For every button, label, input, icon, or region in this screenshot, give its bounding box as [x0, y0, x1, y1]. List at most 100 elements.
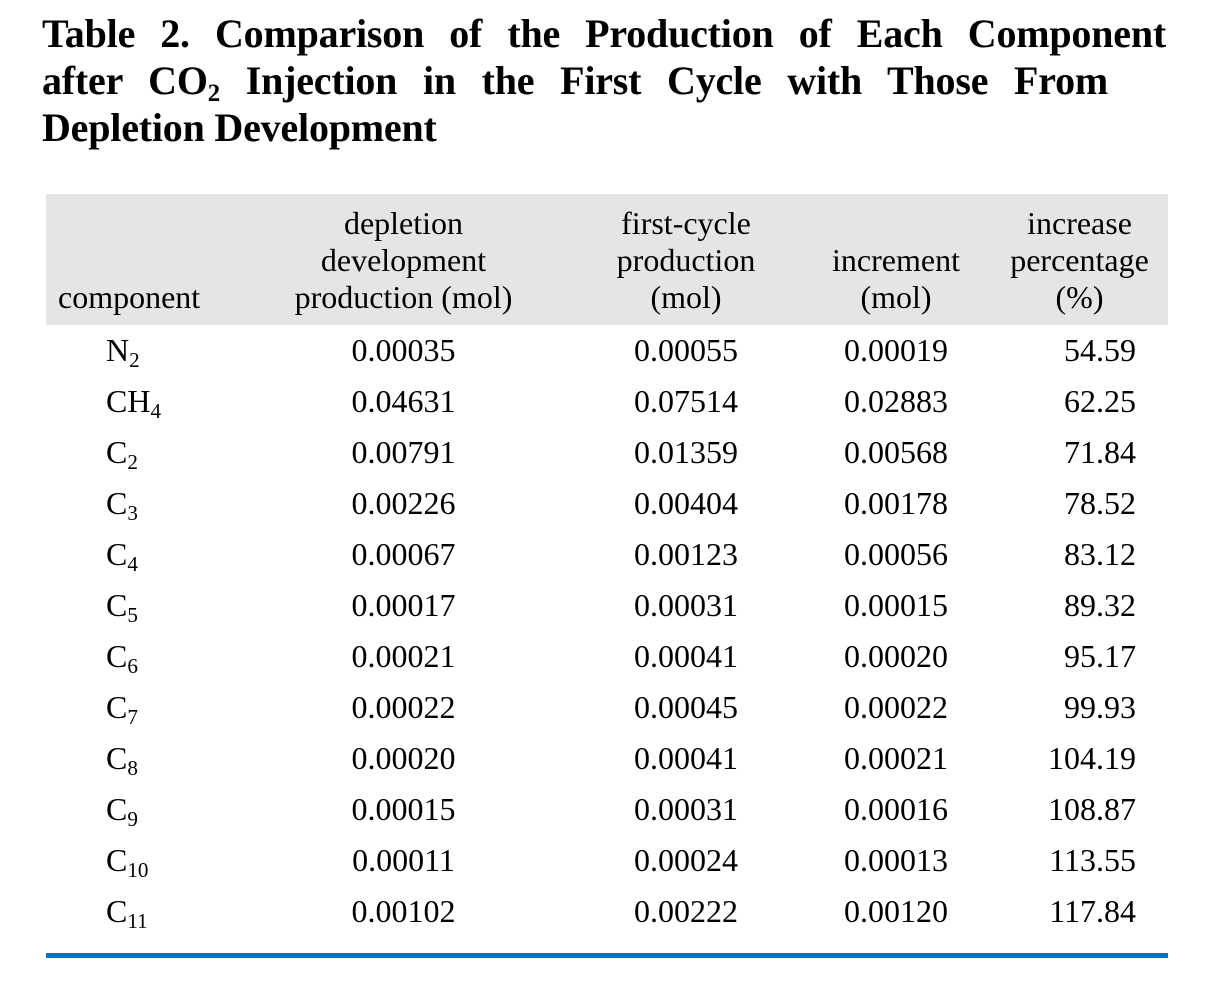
- increase-percentage-cell: 113.55: [1049, 842, 1136, 878]
- increment-cell: 0.00015: [844, 587, 948, 623]
- first-cycle-production-cell: 0.00222: [634, 893, 738, 929]
- increase-percentage-cell: 54.59: [1064, 332, 1136, 368]
- increase-percentage-cell: 62.25: [1064, 383, 1136, 419]
- header-increment: increment (mol): [801, 194, 991, 325]
- component-cell: C9: [46, 784, 236, 835]
- table-row: C2 0.00791 0.01359 0.00568 71.84: [46, 427, 1168, 478]
- component-cell: C4: [46, 529, 236, 580]
- depletion-production-cell: 0.00020: [351, 740, 456, 776]
- component-subscript: 3: [127, 501, 138, 526]
- caption-line-3: Depletion Development: [42, 105, 437, 150]
- increment-cell: 0.00021: [844, 740, 948, 776]
- component-symbol: C: [106, 434, 128, 470]
- first-cycle-production-cell: 0.00041: [634, 638, 738, 674]
- depletion-production-cell: 0.00226: [351, 485, 456, 521]
- increase-percentage-cell: 89.32: [1064, 587, 1136, 623]
- component-cell: CH4: [46, 376, 236, 427]
- header-increase-percentage: increase percentage (%): [991, 194, 1168, 325]
- depletion-production-cell: 0.00102: [351, 893, 456, 929]
- component-subscript: 10: [127, 858, 149, 883]
- increment-cell: 0.00178: [844, 485, 948, 521]
- depletion-production-cell: 0.00011: [352, 842, 455, 878]
- header-row: component depletion development producti…: [46, 194, 1168, 325]
- first-cycle-production-cell: 0.00024: [634, 842, 738, 878]
- caption-line-2-pre: after CO: [42, 58, 208, 103]
- component-subscript: 11: [127, 909, 148, 934]
- first-cycle-production-cell: 0.07514: [634, 383, 738, 419]
- component-cell: C10: [46, 835, 236, 886]
- table-body: N2 0.00035 0.00055 0.00019 54.59 CH4 0.0…: [46, 325, 1168, 937]
- increment-cell: 0.00020: [844, 638, 948, 674]
- co2-subscript: 2: [207, 79, 220, 107]
- increase-percentage-cell: 95.17: [1064, 638, 1136, 674]
- header-depletion-production: depletion development production (mol): [236, 194, 571, 325]
- table-caption: Table 2. Comparison of the Production of…: [42, 10, 1166, 151]
- component-cell: C7: [46, 682, 236, 733]
- component-subscript: 8: [127, 756, 138, 781]
- caption-line-2: after CO2 Injection in the First Cycle w…: [42, 57, 1108, 107]
- first-cycle-production-cell: 0.01359: [634, 434, 738, 470]
- component-symbol: C: [106, 638, 128, 674]
- component-subscript: 4: [150, 399, 162, 424]
- caption-line-2-post: Injection in the First Cycle with Those …: [245, 58, 1108, 103]
- increment-cell: 0.00056: [844, 536, 948, 572]
- table-bottom-rule: [46, 953, 1168, 958]
- first-cycle-production-cell: 0.00031: [634, 587, 738, 623]
- depletion-production-cell: 0.00035: [351, 332, 456, 368]
- table-row: C7 0.00022 0.00045 0.00022 99.93: [46, 682, 1168, 733]
- component-symbol: C: [106, 791, 128, 827]
- component-subscript: 4: [127, 552, 138, 577]
- component-cell: C6: [46, 631, 236, 682]
- header-first-cycle-production: first-cycle production (mol): [571, 194, 801, 325]
- component-cell: N2: [46, 325, 236, 376]
- component-subscript: 7: [127, 705, 138, 730]
- table-row: CH4 0.04631 0.07514 0.02883 62.25: [46, 376, 1168, 427]
- first-cycle-production-cell: 0.00031: [634, 791, 738, 827]
- component-cell: C3: [46, 478, 236, 529]
- depletion-production-cell: 0.00022: [351, 689, 456, 725]
- increase-percentage-cell: 99.93: [1064, 689, 1136, 725]
- increase-percentage-cell: 117.84: [1049, 893, 1136, 929]
- table-row: C6 0.00021 0.00041 0.00020 95.17: [46, 631, 1168, 682]
- component-symbol: C: [106, 587, 128, 623]
- component-subscript: 2: [127, 450, 138, 475]
- component-cell: C11: [46, 886, 236, 937]
- component-subscript: 9: [127, 807, 138, 832]
- production-comparison-table: component depletion development producti…: [46, 194, 1168, 937]
- increment-cell: 0.00016: [844, 791, 948, 827]
- increase-percentage-cell: 71.84: [1064, 434, 1136, 470]
- increment-cell: 0.00022: [844, 689, 948, 725]
- component-symbol: CH: [106, 383, 151, 419]
- first-cycle-production-cell: 0.00055: [634, 332, 738, 368]
- table-row: C3 0.00226 0.00404 0.00178 78.52: [46, 478, 1168, 529]
- first-cycle-production-cell: 0.00123: [634, 536, 738, 572]
- depletion-production-cell: 0.00017: [351, 587, 456, 623]
- component-symbol: C: [106, 536, 128, 572]
- component-cell: C2: [46, 427, 236, 478]
- table-row: C8 0.00020 0.00041 0.00021 104.19: [46, 733, 1168, 784]
- increase-percentage-cell: 83.12: [1064, 536, 1136, 572]
- table-row: C10 0.00011 0.00024 0.00013 113.55: [46, 835, 1168, 886]
- increase-percentage-cell: 78.52: [1064, 485, 1136, 521]
- depletion-production-cell: 0.00791: [351, 434, 456, 470]
- component-symbol: C: [106, 740, 128, 776]
- header-component: component: [46, 194, 236, 325]
- component-symbol: C: [106, 842, 128, 878]
- increase-percentage-cell: 108.87: [1048, 791, 1136, 827]
- increment-cell: 0.02883: [844, 383, 948, 419]
- table-row: C5 0.00017 0.00031 0.00015 89.32: [46, 580, 1168, 631]
- depletion-production-cell: 0.04631: [351, 383, 456, 419]
- first-cycle-production-cell: 0.00045: [634, 689, 738, 725]
- table-row: C9 0.00015 0.00031 0.00016 108.87: [46, 784, 1168, 835]
- increment-cell: 0.00568: [844, 434, 948, 470]
- component-symbol: C: [106, 485, 128, 521]
- component-subscript: 5: [127, 603, 138, 628]
- depletion-production-cell: 0.00015: [351, 791, 456, 827]
- first-cycle-production-cell: 0.00404: [634, 485, 738, 521]
- component-symbol: C: [106, 689, 128, 725]
- first-cycle-production-cell: 0.00041: [634, 740, 738, 776]
- component-cell: C5: [46, 580, 236, 631]
- component-subscript: 2: [129, 348, 140, 373]
- component-symbol: C: [106, 893, 128, 929]
